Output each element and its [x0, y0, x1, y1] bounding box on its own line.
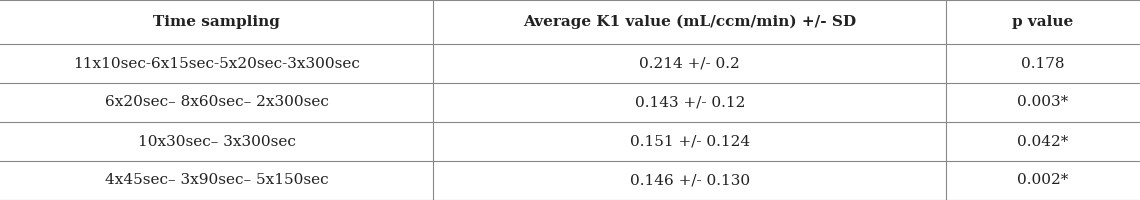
- Text: 6x20sec– 8x60sec– 2x300sec: 6x20sec– 8x60sec– 2x300sec: [105, 95, 328, 109]
- Text: Average K1 value (mL/ccm/min) +/- SD: Average K1 value (mL/ccm/min) +/- SD: [523, 15, 856, 29]
- Text: 10x30sec– 3x300sec: 10x30sec– 3x300sec: [138, 134, 295, 148]
- Text: 11x10sec-6x15sec-5x20sec-3x300sec: 11x10sec-6x15sec-5x20sec-3x300sec: [73, 56, 360, 71]
- Text: 0.002*: 0.002*: [1017, 173, 1069, 188]
- Text: 0.146 +/- 0.130: 0.146 +/- 0.130: [629, 173, 750, 188]
- Text: 0.178: 0.178: [1021, 56, 1065, 71]
- Text: 0.214 +/- 0.2: 0.214 +/- 0.2: [640, 56, 740, 71]
- Text: 0.042*: 0.042*: [1017, 134, 1069, 148]
- Text: 4x45sec– 3x90sec– 5x150sec: 4x45sec– 3x90sec– 5x150sec: [105, 173, 328, 188]
- Text: p value: p value: [1012, 15, 1074, 29]
- Text: Time sampling: Time sampling: [153, 15, 280, 29]
- Text: 0.151 +/- 0.124: 0.151 +/- 0.124: [629, 134, 750, 148]
- Text: 0.143 +/- 0.12: 0.143 +/- 0.12: [635, 95, 744, 109]
- Text: 0.003*: 0.003*: [1018, 95, 1068, 109]
